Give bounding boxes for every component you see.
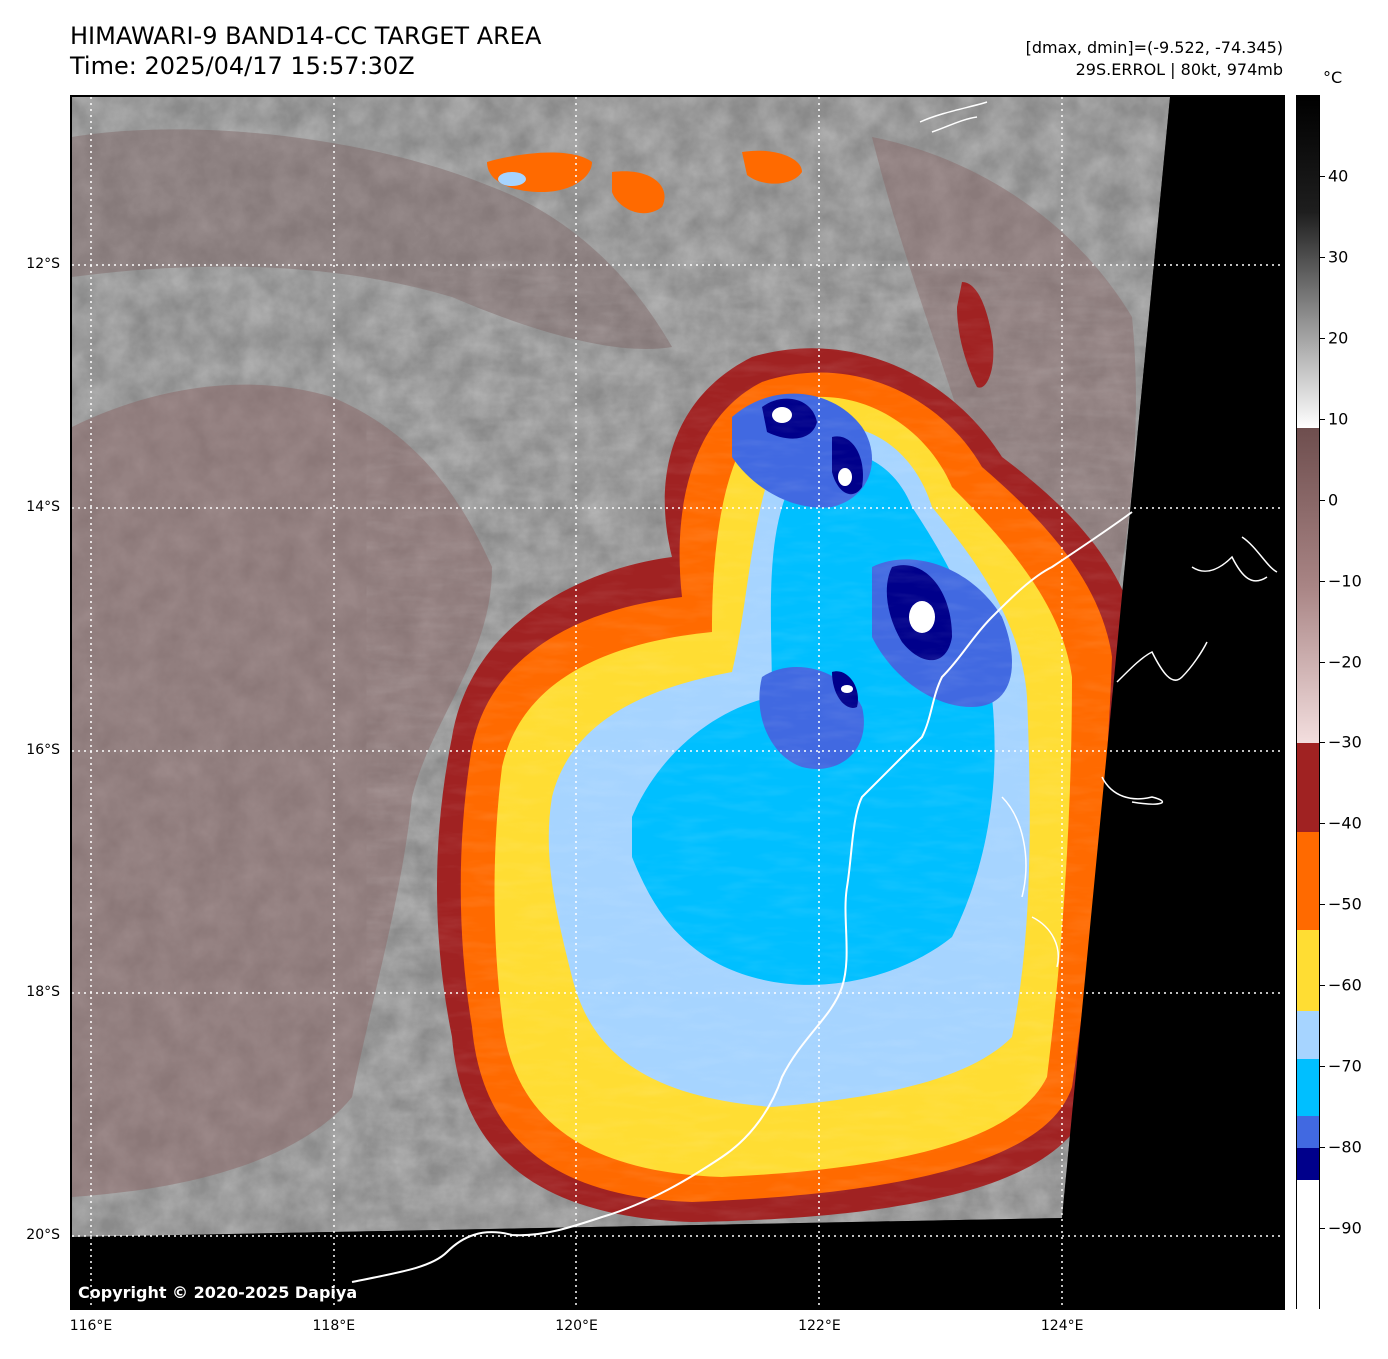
colorbar-tick — [1320, 175, 1325, 177]
colorbar-tick-label: −30 — [1328, 732, 1362, 752]
colorbar-tick — [1320, 337, 1325, 339]
colorbar-segment — [1297, 1115, 1319, 1149]
data-range: [dmax, dmin]=(-9.522, -74.345) — [1025, 38, 1283, 57]
colorbar-segment — [1297, 1010, 1319, 1060]
lat-label: 12°S — [26, 256, 60, 272]
lon-label: 122°E — [798, 1318, 841, 1334]
colorbar-tick — [1320, 985, 1325, 987]
colorbar-segment — [1297, 1148, 1319, 1181]
colorbar-tick — [1320, 742, 1325, 744]
colorbar-segment — [1297, 96, 1319, 428]
colorbar-tick — [1320, 1147, 1325, 1149]
lat-label: 16°S — [26, 741, 60, 758]
colorbar-tick — [1320, 418, 1325, 420]
gridlines — [72, 97, 1283, 1308]
colorbar-tick-label: 10 — [1328, 409, 1349, 429]
colorbar-tick-label: −70 — [1328, 1056, 1362, 1076]
lon-label: 118°E — [312, 1318, 356, 1334]
colorbar-segment — [1297, 1180, 1319, 1310]
colorbar-tick — [1320, 1228, 1325, 1230]
colorbar-segment — [1297, 1059, 1319, 1116]
colorbar-tick-label: −80 — [1328, 1137, 1362, 1157]
lat-label: 20°S — [26, 1227, 60, 1244]
colorbar-tick — [1320, 499, 1325, 501]
storm-info: 29S.ERROL | 80kt, 974mb — [1075, 60, 1283, 79]
colorbar-tick-label: −90 — [1328, 1218, 1362, 1238]
colorbar-segment — [1297, 427, 1319, 744]
colorbar-tick-label: −10 — [1328, 571, 1362, 591]
colorbar-segment — [1297, 832, 1319, 930]
chart-title: HIMAWARI-9 BAND14-CC TARGET AREA — [70, 22, 542, 50]
colorbar-tick — [1320, 661, 1325, 663]
colorbar-tick-label: 20 — [1328, 328, 1349, 348]
satellite-map: Copyright © 2020-2025 Dapiya — [70, 95, 1285, 1310]
map-image — [72, 97, 1283, 1308]
colorbar-tick — [1320, 580, 1325, 582]
colorbar-tick-label: 30 — [1328, 247, 1349, 267]
colorbar-tick-label: −20 — [1328, 652, 1362, 672]
colorbar-unit: °C — [1323, 68, 1343, 87]
lon-label: 124°E — [1040, 1318, 1084, 1334]
copyright: Copyright © 2020-2025 Dapiya — [78, 1283, 358, 1302]
colorbar-tick — [1320, 904, 1325, 906]
timestamp: Time: 2025/04/17 15:57:30Z — [70, 52, 415, 80]
colorbar-tick-label: −40 — [1328, 813, 1362, 833]
lat-label: 18°S — [26, 984, 60, 1001]
colorbar-segment — [1297, 743, 1319, 833]
colorbar-tick-label: −50 — [1328, 894, 1362, 914]
colorbar-tick — [1320, 1066, 1325, 1068]
lon-label: 116°E — [69, 1318, 113, 1334]
lon-label: 120°E — [555, 1318, 598, 1334]
colorbar-tick-label: 40 — [1328, 166, 1349, 186]
colorbar-tick — [1320, 256, 1325, 258]
colorbar-tick-label: 0 — [1328, 490, 1339, 510]
colorbar — [1296, 95, 1320, 1310]
colorbar-tick-label: −60 — [1328, 975, 1362, 995]
lat-label: 14°S — [26, 498, 60, 515]
colorbar-segment — [1297, 929, 1319, 1011]
colorbar-tick — [1320, 823, 1325, 825]
